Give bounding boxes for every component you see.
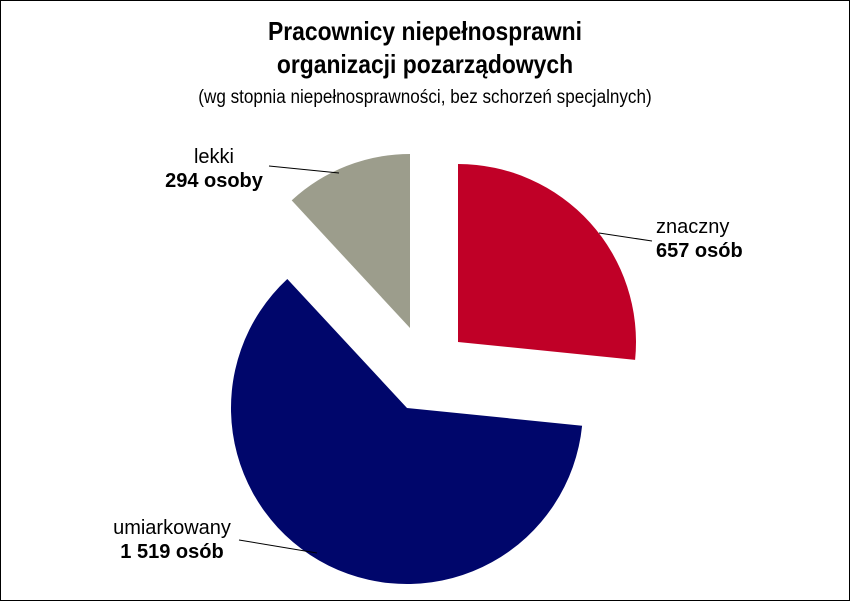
pie-slice-znaczny [458, 164, 637, 360]
leader-line-umiarkowany [238, 539, 318, 554]
leader-line-znaczny [598, 232, 653, 242]
data-label-lekki-value: 294 osoby [165, 170, 263, 192]
data-label-umiarkowany: umiarkowany 1 519 osób [109, 516, 235, 564]
data-label-umiarkowany-category: umiarkowany [113, 517, 231, 539]
data-label-znaczny-category: znaczny [656, 216, 730, 238]
data-label-lekki: lekki 294 osoby [151, 145, 277, 193]
chart-subtitle: (wg stopnia niepełnosprawności, bez scho… [198, 87, 652, 108]
data-label-znaczny: znaczny 657 osób [656, 215, 743, 263]
pie-slice-lekki [291, 153, 410, 328]
data-label-umiarkowany-value: 1 519 osób [120, 541, 224, 563]
leader-line-lekki [268, 165, 340, 174]
chart-title: Pracownicy niepełnosprawni organizacji p… [52, 15, 798, 81]
chart-title-line-1: Pracownicy niepełnosprawni [267, 16, 583, 46]
chart-title-line-2: organizacji pozarządowych [276, 49, 574, 79]
data-label-znaczny-value: 657 osób [656, 240, 743, 262]
pie-slice-umiarkowany [230, 279, 583, 585]
data-label-lekki-category: lekki [193, 146, 234, 168]
